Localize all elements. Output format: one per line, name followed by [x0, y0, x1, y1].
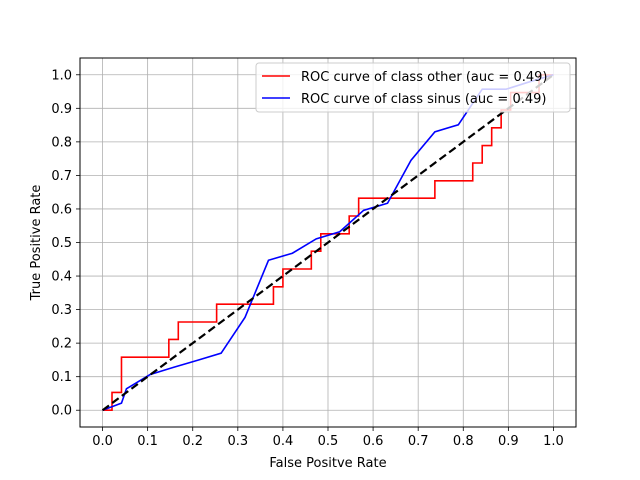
- grid-lines: [80, 58, 576, 427]
- y-tick-label: 0.2: [51, 337, 72, 352]
- legend-label-sinus: ROC curve of class sinus (auc = 0.49): [301, 92, 546, 107]
- y-tick-label: 0.5: [51, 236, 72, 251]
- axis-ticks: 0.0 0.1 0.2 0.3 0.4 0.5 0.6 0.7 0.8 0.9 1.0 0.0 0.1 0…: [51, 68, 563, 449]
- x-tick-label: 0.6: [363, 434, 384, 449]
- y-tick-label: 0.8: [51, 135, 72, 150]
- legend-label-other: ROC curve of class other (auc = 0.49): [301, 70, 547, 85]
- x-axis-title: False Positve Rate: [269, 456, 386, 471]
- y-tick-label: 0.4: [51, 270, 72, 285]
- legend-box: [255, 62, 571, 113]
- x-tick-label: 0.5: [318, 434, 339, 449]
- y-tick-label: 1.0: [51, 68, 72, 83]
- roc-curve-other: [102, 73, 554, 412]
- y-tick-label: 0.0: [51, 404, 72, 419]
- y-tick-label: 0.6: [51, 202, 72, 217]
- legend: ROC curve of class other (auc = 0.49) RO…: [255, 62, 571, 113]
- y-tick-label: 0.1: [51, 370, 72, 385]
- y-tick-label: 0.3: [51, 303, 72, 318]
- x-tick-label: 0.7: [408, 434, 429, 449]
- y-axis-title: True Positive Rate: [29, 185, 44, 302]
- x-tick-label: 0.8: [453, 434, 474, 449]
- x-tick-label: 0.4: [273, 434, 294, 449]
- x-tick-label: 0.0: [92, 434, 113, 449]
- y-tick-label: 0.7: [51, 169, 72, 184]
- y-tick-label: 0.9: [51, 102, 72, 117]
- x-tick-label: 0.9: [498, 434, 519, 449]
- chance-diagonal: [101, 73, 555, 412]
- x-tick-label: 0.3: [227, 434, 248, 449]
- x-tick-label: 0.2: [182, 434, 203, 449]
- x-tick-label: 0.1: [137, 434, 158, 449]
- x-tick-label: 1.0: [543, 434, 564, 449]
